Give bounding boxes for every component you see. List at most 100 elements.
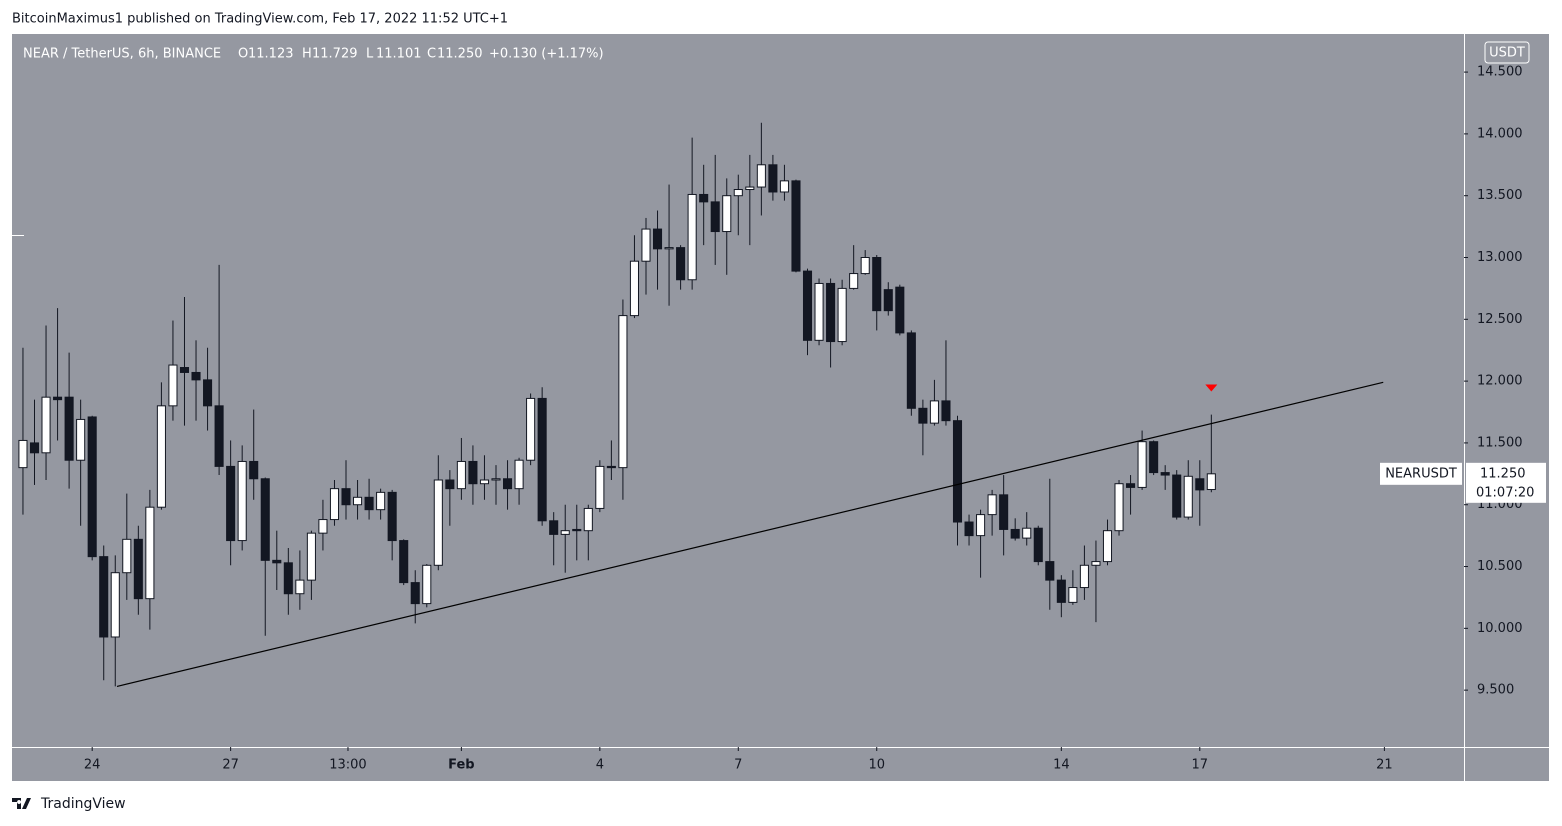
candle-body — [826, 282, 836, 343]
candle-body — [341, 488, 351, 506]
candle-body — [249, 460, 259, 480]
brand: TradingView — [40, 796, 126, 812]
logo — [12, 798, 31, 809]
candle-body — [376, 491, 386, 511]
candle-body — [29, 442, 40, 454]
trendline — [116, 381, 1384, 688]
price-label: 11.250 — [1480, 466, 1526, 481]
candle-body — [18, 439, 28, 469]
x-tick-label: 4 — [596, 758, 604, 773]
candle-body — [1022, 527, 1032, 539]
candle-body — [399, 540, 409, 584]
candle-body — [987, 494, 997, 516]
symbol-label: NEARUSDT — [1385, 466, 1457, 481]
candle-body — [722, 195, 732, 233]
candle-body — [895, 286, 905, 334]
candle-body — [560, 530, 570, 535]
candle-body — [976, 514, 986, 537]
candle-body — [837, 287, 847, 343]
candle-body — [802, 270, 813, 341]
y-tick-label: 13.500 — [1477, 188, 1523, 203]
candle-body — [756, 164, 766, 188]
candle-body — [952, 420, 963, 523]
candle-body — [133, 538, 143, 600]
candle-body — [1091, 561, 1101, 566]
candle-body — [306, 532, 316, 581]
candle-body — [595, 465, 605, 509]
candle-body — [941, 400, 951, 422]
candle-body — [537, 397, 547, 522]
ohlc-key: O — [238, 47, 248, 62]
candle-body — [318, 519, 328, 534]
candle-body — [272, 559, 282, 564]
candle-body — [526, 397, 536, 461]
candle-body — [456, 460, 466, 490]
candle-body — [768, 164, 778, 193]
candle-body — [1033, 527, 1043, 563]
candle-body — [145, 506, 155, 600]
candle-body — [710, 201, 720, 233]
x-tick-label: 13:00 — [329, 758, 366, 773]
ohlc-value: 11.101 — [376, 47, 422, 62]
y-tick-label: 12.500 — [1477, 312, 1523, 327]
x-tick-label: 17 — [1192, 758, 1209, 773]
candle-body — [387, 491, 397, 542]
candle-body — [883, 289, 893, 312]
candle-body — [583, 507, 593, 532]
candle-body — [652, 228, 663, 250]
candle-body — [1149, 441, 1159, 474]
candle-body — [572, 528, 582, 532]
candle-body — [214, 405, 224, 467]
x-tick-label: 27 — [222, 758, 239, 773]
candle-body — [237, 460, 247, 542]
symbol-label-box — [1380, 462, 1462, 485]
candle-body — [468, 460, 478, 485]
ohlc-value: 11.123 — [248, 47, 294, 62]
candle-body — [733, 189, 743, 197]
y-tick-label: 10.500 — [1477, 559, 1523, 574]
candle-body — [1183, 475, 1193, 518]
y-tick-label: 14.500 — [1477, 65, 1523, 80]
candle-body — [745, 186, 755, 191]
candle-body — [918, 407, 928, 424]
candle-body — [491, 478, 501, 481]
x-tick-label: 21 — [1376, 758, 1393, 773]
candle-body — [329, 488, 340, 521]
y-tick-label: 12.000 — [1477, 374, 1523, 389]
candle-body — [433, 479, 443, 566]
candle-body — [445, 479, 455, 490]
candle-body — [64, 396, 74, 461]
y-tick-label: 13.000 — [1477, 250, 1523, 265]
candle-body — [479, 479, 490, 485]
candle-body — [906, 332, 916, 409]
candle-body — [502, 478, 513, 490]
candle-body — [203, 379, 213, 407]
candle-body — [260, 478, 270, 561]
candle-body — [1056, 579, 1066, 603]
candle-body — [849, 273, 859, 289]
candle-body — [964, 521, 974, 537]
candle-body — [41, 396, 51, 454]
candle-body — [168, 364, 178, 407]
ohlc-value: 11.729 — [312, 47, 358, 62]
candle-body — [929, 400, 939, 424]
candle-body — [353, 496, 363, 506]
candle-body — [999, 494, 1009, 530]
symbol: NEAR / TetherUS, 6h, BINANCE — [23, 47, 221, 62]
candle-body — [860, 257, 870, 275]
change: +0.130 (+1.17%) — [489, 47, 604, 62]
candle-body — [1010, 528, 1020, 539]
x-tick-label: 14 — [1053, 758, 1070, 773]
candle-body — [283, 562, 293, 595]
candle-body — [1079, 564, 1089, 589]
candle-body — [110, 572, 120, 638]
candle-body — [53, 396, 63, 401]
ohlc-key: L — [366, 47, 374, 62]
candle-body — [179, 367, 190, 373]
countdown: 01:07:20 — [1476, 485, 1534, 500]
candle-body — [791, 180, 801, 272]
plot: 9.50010.00010.50011.00011.50012.00012.50… — [18, 41, 1546, 773]
candle-body — [1126, 483, 1136, 488]
